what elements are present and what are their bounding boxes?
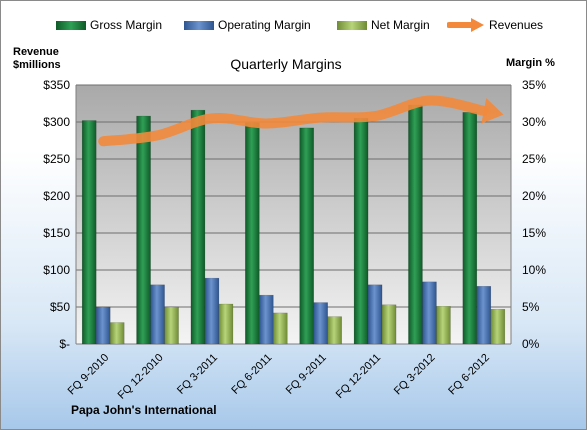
x-tick-label: FQ 12-2011 <box>334 352 383 401</box>
right-axis-title: Margin % <box>506 57 555 69</box>
right-tick-label: 15% <box>522 226 546 240</box>
operating-margin-bar <box>95 306 111 345</box>
x-tick-label: FQ 9-2011 <box>284 352 329 397</box>
operating-margin-bar <box>422 281 437 345</box>
gross-margin-bar <box>136 115 151 345</box>
right-tick-label: 20% <box>522 189 546 203</box>
footer-company-label: Papa John's International <box>71 403 217 417</box>
legend-label-gross-margin: Gross Margin <box>90 18 163 32</box>
net-margin-bar <box>327 316 342 345</box>
net-margin-bar <box>490 308 506 345</box>
gross-margin-bar <box>81 120 97 345</box>
x-tick-label: FQ 6-2011 <box>229 352 274 397</box>
legend-item-revenues: Revenues <box>447 15 543 35</box>
right-tick-label: 0% <box>522 337 540 351</box>
legend-label-operating-margin: Operating Margin <box>218 18 311 32</box>
left-tick-label: $350 <box>43 78 70 92</box>
x-tick-label: FQ 9-2010 <box>66 352 112 398</box>
gross-margin-bar <box>299 127 314 345</box>
legend: Gross Margin Operating Margin Net Margin… <box>1 15 586 35</box>
left-tick-label: $- <box>59 337 70 351</box>
revenues-arrow-icon <box>447 18 484 32</box>
left-tick-label: $150 <box>43 226 70 240</box>
operating-margin-bar <box>150 284 165 345</box>
gross-margin-bar <box>353 118 369 345</box>
left-tick-label: $50 <box>50 300 70 314</box>
chart-title: Quarterly Margins <box>230 56 342 72</box>
revenues-line <box>98 95 489 147</box>
legend-item-gross-margin: Gross Margin <box>56 15 162 35</box>
legend-label-revenues: Revenues <box>489 18 544 32</box>
right-tick-label: 10% <box>522 263 546 277</box>
legend-item-net-margin: Net Margin <box>337 15 430 35</box>
left-tick-label: $250 <box>43 152 70 166</box>
left-tick-label: $300 <box>43 115 70 129</box>
net-margin-bar <box>273 312 288 345</box>
gross-margin-bar <box>190 109 206 345</box>
legend-item-operating-margin: Operating Margin <box>184 15 311 35</box>
operating-margin-bar <box>367 284 383 345</box>
gross-margin-bar <box>462 112 478 345</box>
left-tick-label: $100 <box>43 263 70 277</box>
left-axis-title-line-1: Revenue <box>13 46 59 58</box>
left-axis-title-line-2: $millions <box>13 59 61 71</box>
left-tick-label: $200 <box>43 189 70 203</box>
x-tick-label: FQ 6-2012 <box>446 352 492 398</box>
gross-margin-bar <box>408 104 423 345</box>
net-margin-bar <box>218 303 234 345</box>
x-tick-label: FQ 3-2012 <box>392 352 438 398</box>
gross-margin-bar <box>245 122 260 345</box>
net-margin-bar <box>436 306 451 345</box>
operating-margin-bar <box>476 286 492 345</box>
right-tick-label: 25% <box>522 152 546 166</box>
net-margin-swatch-icon <box>337 20 367 30</box>
operating-margin-bar <box>204 277 220 345</box>
left-axis-title: Revenue $millions <box>13 46 61 72</box>
net-margin-bar <box>164 306 179 345</box>
x-tick-label: FQ 3-2011 <box>175 352 220 397</box>
legend-label-net-margin: Net Margin <box>371 18 430 32</box>
x-tick-label: FQ 12-2010 <box>116 352 166 402</box>
operating-margin-bar <box>259 294 274 345</box>
operating-margin-swatch-icon <box>184 20 214 30</box>
revenues-arrowhead <box>481 98 504 124</box>
right-tick-label: 30% <box>522 115 546 129</box>
gross-margin-swatch-icon <box>56 20 86 30</box>
operating-margin-bar <box>313 302 328 345</box>
net-margin-bar <box>109 322 125 345</box>
right-tick-label: 35% <box>522 78 546 92</box>
right-tick-label: 5% <box>522 300 540 314</box>
net-margin-bar <box>381 304 397 345</box>
